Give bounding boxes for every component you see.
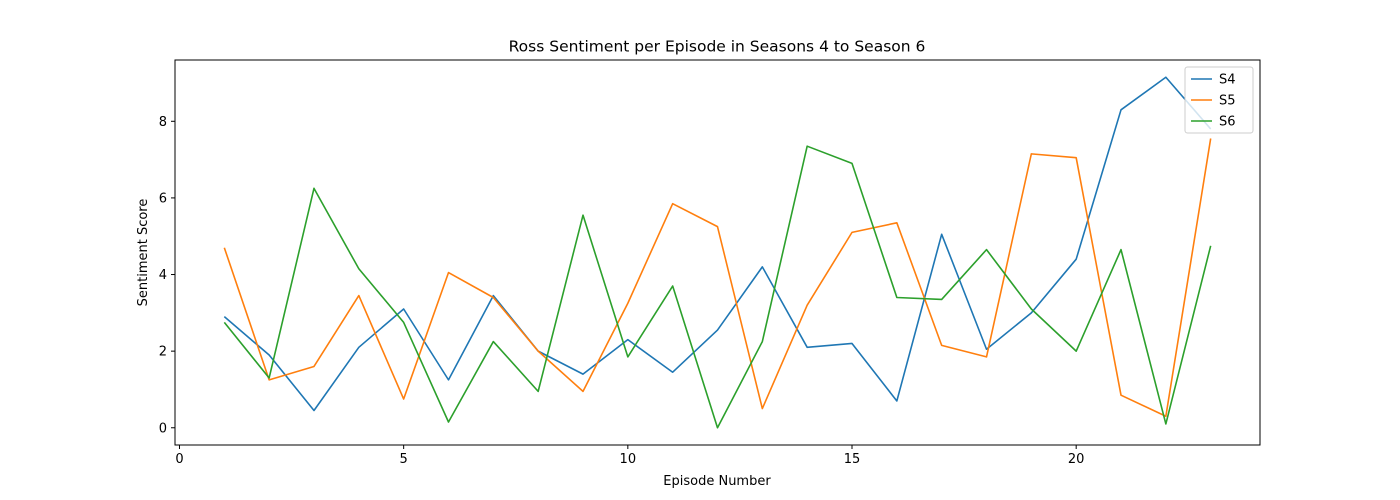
x-axis: 0 5 10 15 20 (175, 445, 1084, 467)
legend-label-s5: S5 (1219, 94, 1236, 109)
y-tick-label: 4 (159, 268, 167, 283)
series-line-s6 (223, 145, 1212, 429)
series-line-s5 (223, 138, 1212, 418)
legend-box (1184, 66, 1254, 134)
x-tick-label: 10 (620, 452, 637, 467)
legend-label-s6: S6 (1219, 115, 1236, 130)
x-tick-label: 20 (1068, 452, 1085, 467)
chart-title: Ross Sentiment per Episode in Seasons 4 … (509, 38, 926, 56)
plot-area (174, 59, 1261, 446)
x-tick-label: 5 (400, 452, 408, 467)
series-lines (223, 76, 1212, 429)
y-tick-label: 6 (159, 191, 167, 206)
y-tick-label: 0 (159, 421, 167, 436)
y-axis-label: Sentiment Score (136, 199, 151, 307)
legend: S4 S5 S6 (1184, 66, 1254, 134)
y-axis: 0 2 4 6 8 (159, 115, 175, 436)
x-axis-label: Episode Number (663, 474, 771, 489)
legend-label-s4: S4 (1219, 73, 1236, 88)
series-line-s4 (223, 76, 1212, 412)
x-tick-label: 0 (175, 452, 183, 467)
y-tick-label: 2 (159, 345, 167, 360)
x-tick-label: 15 (844, 452, 861, 467)
y-tick-label: 8 (159, 115, 167, 130)
